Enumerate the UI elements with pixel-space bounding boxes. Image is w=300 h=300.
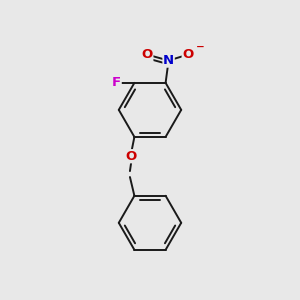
- Text: O: O: [182, 48, 194, 61]
- Text: N: N: [163, 54, 174, 67]
- Text: −: −: [195, 42, 204, 52]
- Text: O: O: [142, 48, 153, 61]
- Text: F: F: [112, 76, 121, 89]
- Text: O: O: [126, 150, 137, 163]
